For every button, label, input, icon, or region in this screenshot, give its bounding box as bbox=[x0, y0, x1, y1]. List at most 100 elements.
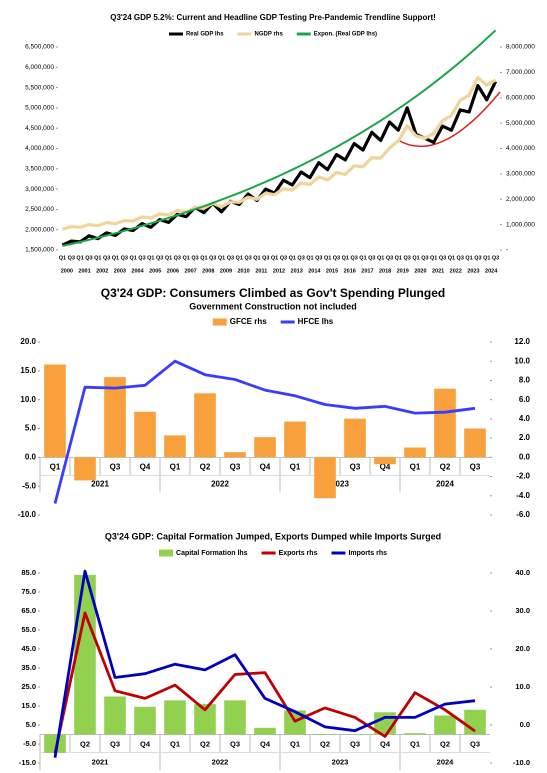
y-tick-label: 65.0 bbox=[21, 606, 36, 615]
legend-label: Expon. (Real GDP lhs) bbox=[314, 32, 377, 38]
y-tick-label: 5,500,000 bbox=[25, 84, 54, 91]
x-tick-label: Q2 bbox=[440, 462, 451, 471]
bar bbox=[134, 411, 156, 458]
x-tick-label: Q1 bbox=[170, 739, 180, 748]
bar bbox=[344, 418, 366, 458]
y-tick-label: -15.0 bbox=[19, 758, 36, 767]
x-tick-label: Q3 bbox=[350, 462, 361, 471]
bar bbox=[314, 457, 336, 499]
x-tick-label: Q3 bbox=[350, 255, 357, 261]
y-tick-label: 2,000,000 bbox=[25, 226, 54, 233]
y-tick-label: 20.0 bbox=[20, 337, 36, 346]
y-tick-label: 3,500,000 bbox=[25, 166, 54, 173]
bar bbox=[284, 421, 306, 458]
x-tick-label: Q3 bbox=[230, 462, 241, 471]
x-group-label: 2009 bbox=[220, 268, 232, 274]
x-tick-label: Q1 bbox=[253, 255, 260, 261]
x-group-label: 2023 bbox=[332, 757, 349, 766]
y-tick-label: 4,000,000 bbox=[25, 145, 54, 152]
x-tick-label: Q3 bbox=[209, 255, 216, 261]
x-tick-label: Q3 bbox=[350, 739, 360, 748]
x-tick-label: Q3 bbox=[333, 255, 340, 261]
x-tick-label: Q3 bbox=[138, 255, 145, 261]
y2-tick-label: 1,000,000 bbox=[506, 221, 535, 228]
legend-label: GFCE rhs bbox=[230, 317, 267, 326]
x-group-label: 2001 bbox=[78, 268, 90, 274]
x-group-label: 2020 bbox=[414, 268, 426, 274]
x-group-label: 2021 bbox=[91, 479, 109, 488]
x-group-label: 2017 bbox=[361, 268, 373, 274]
bar bbox=[164, 435, 186, 458]
y2-tick-label: 10.0 bbox=[514, 356, 530, 365]
x-tick-label: Q1 bbox=[395, 255, 402, 261]
legend-label: Imports rhs bbox=[348, 550, 387, 557]
x-tick-label: Q1 bbox=[410, 739, 420, 748]
x-tick-label: Q1 bbox=[271, 255, 278, 261]
y2-tick-label: 40.0 bbox=[515, 568, 530, 577]
legend-swatch bbox=[159, 549, 174, 557]
x-tick-label: Q2 bbox=[320, 739, 330, 748]
bar bbox=[164, 700, 186, 735]
bar bbox=[374, 457, 396, 465]
line-series bbox=[61, 75, 497, 231]
legend: GFCE rhs HFCE lhs bbox=[212, 317, 334, 326]
bar bbox=[44, 734, 66, 753]
x-tick-label: Q1 bbox=[430, 255, 437, 261]
x-tick-label: Q1 bbox=[342, 255, 349, 261]
x-tick-label: Q3 bbox=[227, 255, 234, 261]
y-tick-label: 5.0 bbox=[26, 720, 36, 729]
bar bbox=[194, 393, 216, 458]
x-group-label: 2011 bbox=[255, 268, 267, 274]
x-tick-label: Q4 bbox=[260, 739, 271, 748]
y-tick-label: 5,000,000 bbox=[25, 105, 54, 112]
x-tick-label: Q2 bbox=[200, 739, 210, 748]
x-tick-label: Q1 bbox=[412, 255, 419, 261]
legend: Capital Formation lhs Exports rhs Imports … bbox=[159, 549, 387, 557]
x-tick-label: Q1 bbox=[183, 255, 190, 261]
line-series bbox=[53, 569, 476, 758]
y2-tick-label: 8.0 bbox=[519, 376, 531, 385]
x-tick-label: Q1 bbox=[170, 462, 181, 471]
x-tick-label: Q1 bbox=[359, 255, 366, 261]
x-group-label: 2008 bbox=[202, 268, 214, 274]
legend-label: HFCE lhs bbox=[298, 317, 334, 326]
y2-tick-label: 20.0 bbox=[515, 644, 530, 653]
y-tick-label: 0.0 bbox=[25, 452, 37, 461]
y2-tick-label: 30.0 bbox=[515, 606, 530, 615]
legend-label: NGDP rhs bbox=[255, 32, 284, 38]
x-tick-label: Q1 bbox=[448, 255, 455, 261]
x-tick-label: Q2 bbox=[440, 739, 450, 748]
x-group-label: 2016 bbox=[344, 268, 356, 274]
bar bbox=[254, 727, 276, 735]
x-group-label: 2004 bbox=[131, 268, 144, 274]
x-tick-label: Q3 bbox=[110, 739, 120, 748]
x-tick-label: Q3 bbox=[156, 255, 163, 261]
bar bbox=[434, 388, 456, 458]
y2-tick-label: 0.0 bbox=[519, 452, 531, 461]
y2-tick-label: 12.0 bbox=[514, 337, 530, 346]
bar bbox=[134, 706, 156, 735]
y-tick-label: 1,500,000 bbox=[25, 247, 54, 254]
legend-label: Exports rhs bbox=[279, 550, 318, 557]
legend-label: Capital Formation lhs bbox=[176, 550, 248, 557]
legend-label: Real GDP lhs bbox=[186, 32, 224, 38]
y2-tick-label: 7,000,000 bbox=[506, 69, 535, 76]
x-tick-label: Q1 bbox=[236, 255, 243, 261]
x-tick-label: Q1 bbox=[324, 255, 331, 261]
x-tick-label: Q3 bbox=[470, 462, 481, 471]
y2-tick-label: 4,000,000 bbox=[506, 145, 535, 152]
y-tick-label: 6,500,000 bbox=[25, 44, 54, 51]
legend-swatch bbox=[212, 318, 227, 326]
x-group-label: 2024 bbox=[437, 757, 455, 766]
y-tick-label: 6,000,000 bbox=[25, 64, 54, 71]
legend: Real GDP lhs NGDP rhs Expon. (Real GDP lhs… bbox=[168, 32, 377, 38]
x-tick-label: Q3 bbox=[244, 255, 251, 261]
bar bbox=[404, 447, 426, 458]
x-tick-label: Q3 bbox=[280, 255, 287, 261]
x-tick-label: Q1 bbox=[410, 462, 421, 471]
x-group-label: 2006 bbox=[167, 268, 179, 274]
bar bbox=[104, 696, 126, 735]
y2-tick-label: 0.0 bbox=[520, 720, 530, 729]
x-group-label: 2007 bbox=[184, 268, 196, 274]
chart-title: Q3'24 GDP: Capital Formation Jumped, Exp… bbox=[105, 531, 441, 541]
